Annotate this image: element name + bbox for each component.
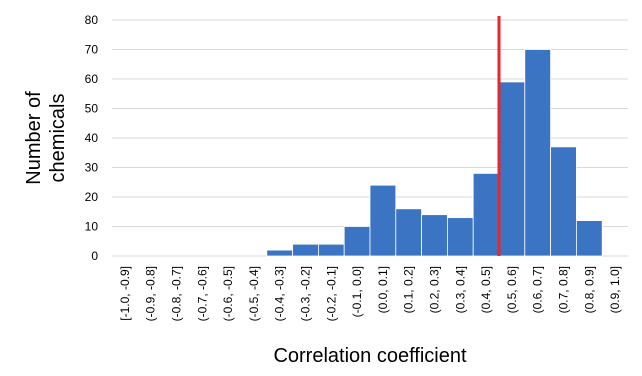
- bar: [343, 226, 371, 257]
- x-tick-label: (0.9, 1.0]: [608, 266, 622, 313]
- y-tick-label: 0: [91, 249, 98, 263]
- y-tick-label: 10: [85, 220, 99, 234]
- bar: [550, 146, 577, 257]
- x-tick-label: (0.0, 0.1]: [376, 266, 390, 313]
- bar: [498, 81, 526, 257]
- x-tick-label: (-0.7, -0.6]: [195, 266, 209, 321]
- y-tick-label: 80: [85, 13, 99, 27]
- y-tick-labels: 0 10 20 30 40 50 60 70 80: [85, 13, 99, 263]
- y-axis-title-line-1: Number of: [23, 91, 45, 185]
- bar: [524, 49, 551, 257]
- y-tick-label: 70: [85, 43, 99, 57]
- x-tick-label: (0.8, 0.9]: [582, 266, 596, 313]
- gridlines: [112, 19, 628, 257]
- y-tick-label: 40: [85, 131, 99, 145]
- bar: [576, 220, 603, 257]
- bar: [369, 184, 397, 257]
- y-tick-label: 20: [85, 190, 99, 204]
- x-tick-labels: [-1.0, -0.9] (-0.9, -0.8] (-0.8, -0.7] (-0.…: [118, 266, 622, 321]
- bar: [421, 214, 448, 257]
- bar: [446, 217, 474, 257]
- x-tick-label: (0.1, 0.2]: [402, 266, 416, 313]
- bar: [317, 243, 345, 257]
- x-tick-label: (-0.1, 0.0]: [350, 266, 364, 317]
- x-tick-label: (0.2, 0.3]: [428, 266, 442, 313]
- x-tick-label: (-0.5, -0.4]: [247, 266, 261, 321]
- x-tick-label: (0.4, 0.5]: [479, 266, 493, 313]
- bars: [266, 49, 603, 257]
- bar: [266, 249, 293, 257]
- x-tick-label: (-0.4, -0.3]: [273, 266, 287, 321]
- x-tick-label: [-1.0, -0.9]: [118, 266, 132, 321]
- bar: [395, 208, 422, 257]
- x-axis-title: Correlation coefficient: [273, 345, 467, 367]
- bar: [472, 172, 500, 257]
- y-tick-label: 30: [85, 161, 99, 175]
- bar: [292, 243, 319, 257]
- y-tick-label: 60: [85, 72, 99, 86]
- x-tick-label: (-0.6, -0.5]: [221, 266, 235, 321]
- y-tick-label: 50: [85, 102, 99, 116]
- x-tick-label: (-0.2, -0.1]: [324, 266, 338, 321]
- x-tick-label: (-0.9, -0.8]: [144, 266, 158, 321]
- x-tick-label: (0.7, 0.8]: [557, 266, 571, 313]
- x-tick-label: (0.6, 0.7]: [531, 266, 545, 313]
- x-tick-label: (0.3, 0.4]: [453, 266, 467, 313]
- x-tick-label: (-0.3, -0.2]: [299, 266, 313, 321]
- x-tick-label: (0.5, 0.6]: [505, 266, 519, 313]
- y-axis-title-line-2: chemicals: [47, 94, 69, 183]
- x-tick-label: (-0.8, -0.7]: [170, 266, 184, 321]
